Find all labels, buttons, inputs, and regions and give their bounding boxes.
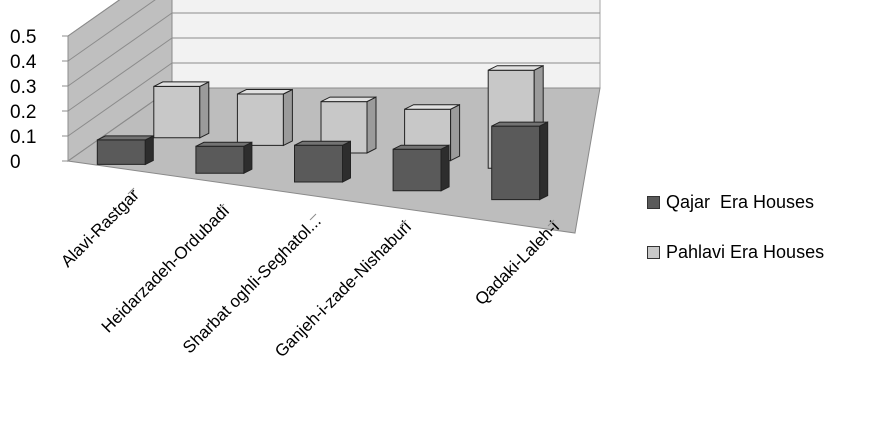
x-tick-label: Alavi-Rastgar xyxy=(57,185,143,271)
gridline xyxy=(67,62,600,137)
x-tick-label: Qadaki-Laleh-i xyxy=(471,217,563,309)
x-tick-mark xyxy=(309,213,317,221)
gridline xyxy=(67,0,121,37)
gridlines xyxy=(67,0,600,162)
bar-qajar xyxy=(392,144,450,192)
y-tick-label: 0.4 xyxy=(10,52,37,73)
legend-label-pahlavi: Pahlavi Era Houses xyxy=(666,241,825,262)
y-tick-label: 0 xyxy=(10,152,21,173)
x-tick-mark xyxy=(547,219,555,227)
legend-label-qajar: Qajar Era Houses xyxy=(666,191,815,212)
legend-swatch-qajar xyxy=(647,195,660,209)
y-tick-label: 0.5 xyxy=(10,27,36,48)
bar-qajar xyxy=(96,135,154,166)
legend: Qajar Era Houses Pahlavi Era Houses xyxy=(647,190,824,290)
bar-pahlavi xyxy=(236,88,293,147)
bar-qajar xyxy=(294,140,351,183)
gridline xyxy=(67,37,600,112)
bar-pahlavi xyxy=(153,81,210,139)
x-tick-mark xyxy=(127,187,135,195)
qajar-series xyxy=(96,121,549,201)
bar-pahlavi xyxy=(320,96,377,154)
y-tick-label: 0.1 xyxy=(10,127,36,148)
bar-qajar xyxy=(195,141,253,175)
gridline xyxy=(67,0,156,62)
y-tick-label: 0.3 xyxy=(10,77,36,98)
x-tick-mark xyxy=(217,203,225,211)
y-tick-label: 0.2 xyxy=(10,102,36,123)
legend-swatch-pahlavi xyxy=(647,245,660,259)
gridline xyxy=(67,12,600,87)
legend-item-qajar: Qajar Era Houses xyxy=(647,190,824,214)
y-axis-ticks: 0 0.1 0.2 0.3 0.4 0.5 xyxy=(10,27,69,173)
legend-item-pahlavi: Pahlavi Era Houses xyxy=(647,240,824,264)
x-tick-mark xyxy=(399,219,407,227)
bar-qajar xyxy=(491,121,549,201)
